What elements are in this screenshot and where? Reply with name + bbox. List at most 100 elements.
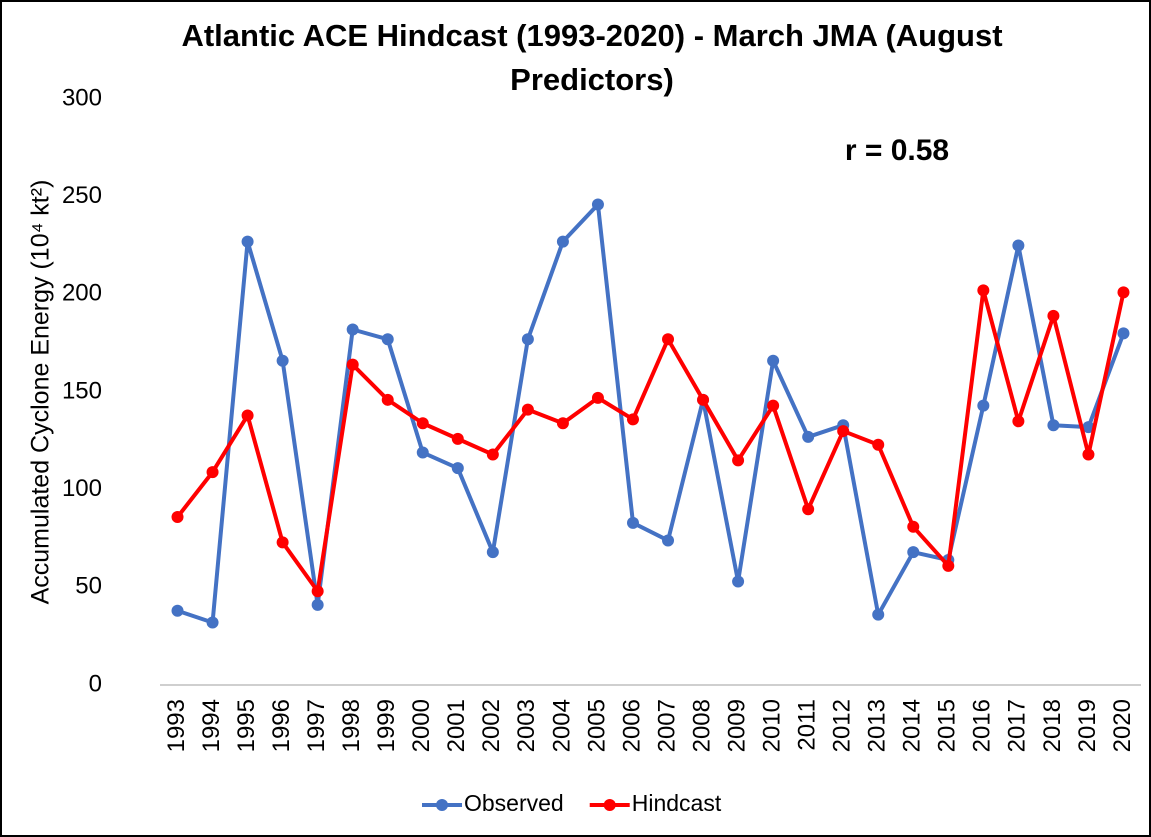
x-tick-label: 2003 xyxy=(513,699,540,752)
y-axis-label: Accumulated Cyclone Energy (10⁴ kt²) xyxy=(27,180,55,605)
data-point xyxy=(977,399,990,412)
data-point xyxy=(907,546,920,559)
data-point xyxy=(626,516,639,529)
data-point xyxy=(662,534,675,547)
data-point xyxy=(311,598,324,611)
data-point xyxy=(241,235,254,248)
data-point xyxy=(451,432,464,445)
x-tick-label: 2000 xyxy=(408,699,435,752)
x-tick-label: 2020 xyxy=(1109,699,1136,752)
y-tick-label: 200 xyxy=(62,280,102,307)
x-tick-label: 1994 xyxy=(198,699,225,752)
data-point xyxy=(802,430,815,443)
data-point xyxy=(556,417,569,430)
legend-marker xyxy=(436,799,448,811)
data-point xyxy=(521,403,534,416)
y-tick-label: 250 xyxy=(62,182,102,209)
data-point xyxy=(907,520,920,533)
data-point xyxy=(837,425,850,438)
x-tick-label: 2006 xyxy=(618,699,645,752)
data-point xyxy=(591,391,604,404)
data-point xyxy=(732,575,745,588)
data-point xyxy=(662,333,675,346)
legend-label: Observed xyxy=(464,790,564,816)
chart-title: Atlantic ACE Hindcast (1993-2020) - Marc… xyxy=(181,18,1003,97)
data-point xyxy=(346,323,359,336)
legend-label: Hindcast xyxy=(632,790,722,816)
data-point xyxy=(206,466,219,479)
x-tick-label: 2016 xyxy=(969,699,996,752)
data-point xyxy=(556,235,569,248)
x-tick-label: 1999 xyxy=(373,699,400,752)
x-tick-label: 2008 xyxy=(688,699,715,752)
data-point xyxy=(767,399,780,412)
data-point xyxy=(591,198,604,211)
data-point xyxy=(697,393,710,406)
data-point xyxy=(346,358,359,371)
data-point xyxy=(802,503,815,516)
x-tick-label: 2012 xyxy=(829,699,856,752)
x-tick-label: 2013 xyxy=(864,699,891,752)
y-tick-label: 150 xyxy=(62,377,102,404)
data-point xyxy=(872,608,885,621)
data-point xyxy=(311,585,324,598)
data-point xyxy=(241,409,254,422)
x-tick-label: 2019 xyxy=(1074,699,1101,752)
data-point xyxy=(767,354,780,367)
y-tick-label: 100 xyxy=(62,475,102,502)
data-point xyxy=(486,448,499,461)
data-point xyxy=(381,393,394,406)
data-point xyxy=(451,462,464,475)
x-tick-label: 2009 xyxy=(723,699,750,752)
x-tick-label: 2014 xyxy=(899,699,926,752)
x-tick-label: 1993 xyxy=(163,699,190,752)
data-point xyxy=(276,536,289,549)
data-point xyxy=(381,333,394,346)
data-point xyxy=(1117,327,1130,340)
data-point xyxy=(1012,239,1025,252)
x-tick-label: 2002 xyxy=(478,699,505,752)
x-tick-label: 1998 xyxy=(338,699,365,752)
series-line xyxy=(176,202,1126,625)
x-tick-label: 1995 xyxy=(233,699,260,752)
y-tick-label: 300 xyxy=(62,84,102,111)
data-point xyxy=(206,616,219,629)
data-point xyxy=(872,438,885,451)
data-point xyxy=(626,413,639,426)
data-point xyxy=(1012,415,1025,428)
data-point xyxy=(1082,421,1095,434)
data-point xyxy=(416,417,429,430)
data-point xyxy=(1117,286,1130,299)
data-point xyxy=(171,604,184,617)
legend-marker xyxy=(603,799,616,811)
x-tick-label: 2005 xyxy=(583,699,610,752)
legend-item: Hindcast xyxy=(589,790,722,816)
data-point xyxy=(486,546,499,559)
x-tick-label: 2015 xyxy=(934,699,961,752)
data-point xyxy=(1082,448,1095,461)
series-line xyxy=(175,288,1126,594)
data-point xyxy=(1047,309,1060,322)
legend-item: Observed xyxy=(422,790,564,816)
x-tick-label: 2004 xyxy=(548,699,575,752)
x-tick-label: 1997 xyxy=(303,699,330,752)
y-tick-label: 0 xyxy=(89,670,102,697)
data-point xyxy=(977,284,990,297)
x-tick-label: 2018 xyxy=(1039,699,1066,752)
data-point xyxy=(1047,419,1060,432)
data-point xyxy=(942,559,955,572)
x-tick-label: 2001 xyxy=(443,699,470,752)
annotation: r = 0.58 xyxy=(845,134,949,167)
data-point xyxy=(416,446,429,459)
data-point xyxy=(171,511,184,524)
x-tick-label: 2017 xyxy=(1004,699,1031,752)
data-point xyxy=(732,454,745,467)
y-tick-label: 50 xyxy=(75,573,102,600)
x-tick-label: 2007 xyxy=(653,699,680,752)
x-tick-label: 2011 xyxy=(794,699,821,751)
data-point xyxy=(276,354,289,367)
data-point xyxy=(521,333,534,346)
x-tick-label: 2010 xyxy=(758,699,785,752)
